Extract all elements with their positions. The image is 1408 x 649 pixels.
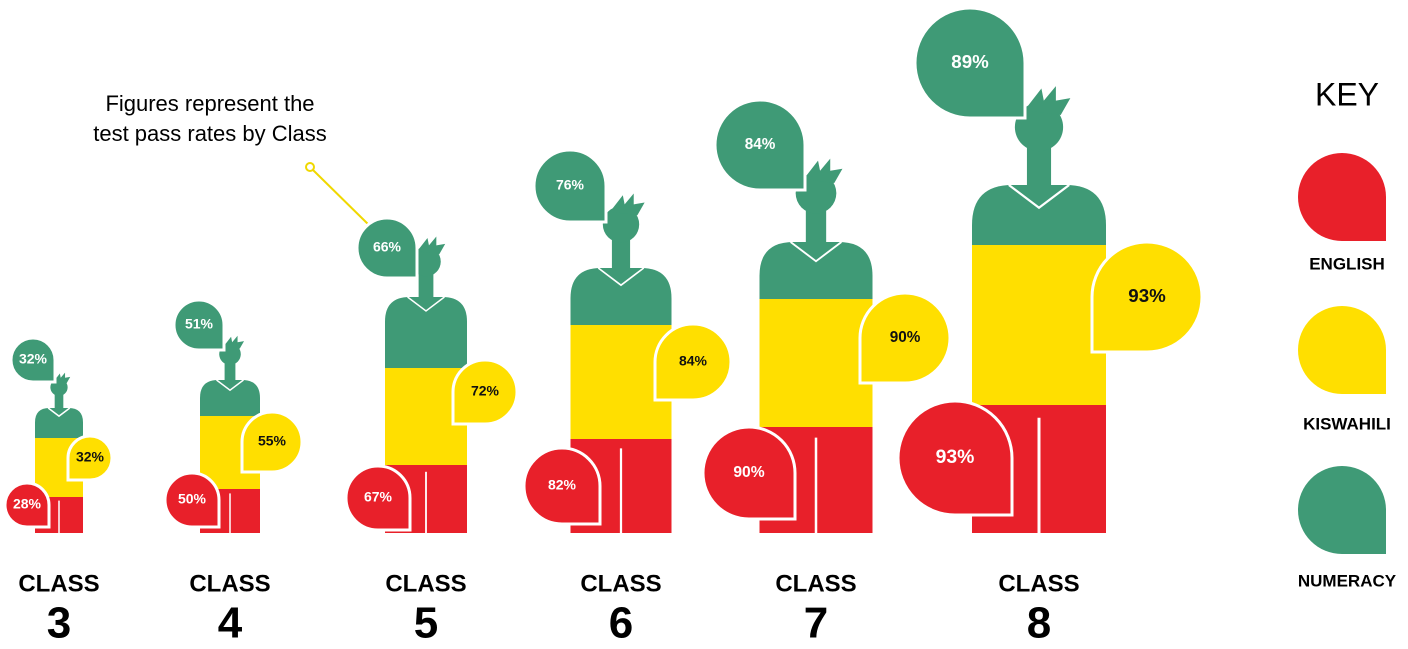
value-label: 82%: [548, 477, 577, 493]
person-shirt: [385, 297, 467, 368]
value-label: 89%: [951, 51, 989, 72]
person-hair: [610, 193, 645, 215]
value-label: 32%: [76, 449, 105, 465]
annotation-pointer: [313, 170, 372, 228]
category-number: 5: [414, 599, 438, 648]
person-shirt: [571, 268, 672, 325]
person-shirt: [200, 380, 260, 416]
legend-swatch: [1298, 306, 1386, 394]
value-label: 72%: [471, 383, 500, 399]
person-torso: [972, 244, 1106, 405]
category-number: 4: [218, 599, 243, 648]
value-label: 76%: [556, 177, 585, 193]
value-label: 51%: [185, 316, 214, 332]
legend-title: KEY: [1315, 76, 1379, 112]
person-hair: [804, 159, 843, 183]
infographic: Figures represent the test pass rates by…: [0, 0, 1408, 649]
value-label: 28%: [13, 496, 42, 512]
value-label: 32%: [19, 351, 48, 367]
value-label: 55%: [258, 433, 287, 449]
person-shirt: [760, 242, 873, 299]
legend-label: ENGLISH: [1309, 254, 1385, 273]
legend-label: KISWAHILI: [1303, 414, 1391, 433]
category-label: CLASS: [385, 570, 466, 597]
category-label: CLASS: [998, 570, 1079, 597]
value-label: 67%: [364, 489, 393, 505]
value-label: 93%: [936, 446, 975, 468]
category-number: 6: [609, 599, 633, 648]
legend-swatch: [1298, 153, 1386, 241]
person-hair: [1025, 86, 1071, 115]
value-label: 84%: [745, 136, 776, 153]
person-hair: [417, 236, 445, 254]
value-label: 93%: [1128, 285, 1166, 306]
category-label: CLASS: [775, 570, 856, 597]
person-shirt: [972, 185, 1106, 245]
annotation: test pass rates by Class: [93, 121, 327, 146]
category-number: 8: [1027, 599, 1051, 648]
value-label: 66%: [373, 239, 402, 255]
legend-swatch: [1298, 466, 1386, 554]
category-number: 3: [47, 599, 71, 648]
person-hair: [224, 336, 245, 349]
legend-label: NUMERACY: [1298, 571, 1397, 590]
value-label: 50%: [178, 491, 207, 507]
value-label: 90%: [733, 464, 764, 481]
person-shirt: [35, 408, 83, 438]
annotation: Figures represent the: [105, 91, 314, 116]
value-label: 84%: [679, 353, 708, 369]
value-label: 90%: [890, 329, 921, 346]
category-number: 7: [804, 599, 828, 648]
category-label: CLASS: [18, 570, 99, 597]
category-label: CLASS: [189, 570, 270, 597]
category-label: CLASS: [580, 570, 661, 597]
annotation-dot: [306, 163, 314, 171]
person-torso: [760, 298, 873, 427]
